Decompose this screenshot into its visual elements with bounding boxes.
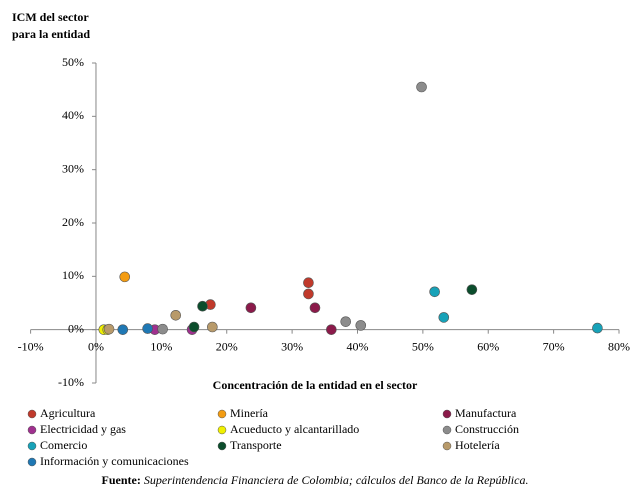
legend-label: Transporte bbox=[230, 438, 282, 452]
y-axis-label: ICM del sector bbox=[12, 10, 89, 24]
point bbox=[340, 316, 352, 327]
point bbox=[170, 309, 182, 321]
x-axis-label: Concentración de la entidad en el sector bbox=[213, 378, 418, 392]
legend-label: Minería bbox=[230, 406, 269, 420]
y-tick-label: 50% bbox=[62, 55, 84, 69]
point bbox=[303, 277, 314, 289]
legend-label: Información y comunicaciones bbox=[40, 454, 189, 468]
legend-marker bbox=[27, 425, 37, 435]
y-axis-label: para la entidad bbox=[12, 27, 90, 41]
x-tick-label: 0% bbox=[88, 339, 104, 353]
point bbox=[119, 271, 131, 283]
legend-marker bbox=[217, 441, 227, 451]
point bbox=[416, 81, 427, 93]
y-tick-label: 30% bbox=[62, 161, 84, 175]
point bbox=[438, 312, 450, 323]
legend-marker bbox=[217, 425, 227, 435]
x-tick-label: 40% bbox=[346, 339, 368, 353]
point bbox=[466, 284, 478, 295]
x-tick-label: 70% bbox=[543, 339, 565, 353]
point bbox=[142, 323, 153, 334]
point bbox=[309, 302, 321, 314]
point bbox=[197, 300, 208, 312]
point bbox=[245, 302, 257, 314]
x-tick-label: -10% bbox=[18, 339, 44, 353]
x-tick-label: 80% bbox=[608, 339, 630, 353]
point bbox=[207, 321, 218, 333]
point bbox=[303, 288, 314, 300]
source-text: Superintendencia Financiera de Colombia;… bbox=[144, 473, 529, 487]
legend-marker bbox=[27, 457, 37, 467]
legend-label: Acueducto y alcantarillado bbox=[230, 422, 359, 436]
legend-label: Construcción bbox=[455, 422, 519, 436]
point bbox=[326, 324, 337, 335]
point bbox=[592, 322, 603, 334]
legend-marker bbox=[217, 409, 227, 419]
y-tick-label: -10% bbox=[58, 375, 84, 389]
point bbox=[103, 323, 115, 335]
legend-marker bbox=[442, 409, 452, 419]
x-tick-label: 60% bbox=[477, 339, 499, 353]
legend-label: Hotelería bbox=[455, 438, 500, 452]
legend-marker bbox=[27, 441, 37, 451]
y-tick-label: 10% bbox=[62, 268, 84, 282]
x-tick-label: 10% bbox=[150, 339, 172, 353]
point bbox=[355, 320, 367, 331]
point bbox=[157, 323, 168, 335]
y-tick-label: 20% bbox=[62, 215, 84, 229]
point bbox=[117, 324, 129, 335]
point bbox=[188, 321, 200, 333]
source-note: Fuente: Superintendencia Financiera de C… bbox=[102, 473, 529, 487]
source-label: Fuente: bbox=[102, 473, 141, 487]
y-tick-label: 0% bbox=[68, 321, 84, 335]
point bbox=[429, 286, 440, 298]
legend-marker bbox=[442, 441, 452, 451]
x-tick-label: 30% bbox=[281, 339, 303, 353]
y-tick-label: 40% bbox=[62, 108, 84, 122]
legend-label: Electricidad y gas bbox=[40, 422, 126, 436]
legend-marker bbox=[27, 409, 37, 419]
legend-label: Manufactura bbox=[455, 406, 517, 420]
x-tick-label: 20% bbox=[216, 339, 238, 353]
legend-label: Comercio bbox=[40, 438, 87, 452]
x-tick-label: 50% bbox=[412, 339, 434, 353]
legend-marker bbox=[442, 425, 452, 435]
legend-label: Agricultura bbox=[40, 406, 96, 420]
